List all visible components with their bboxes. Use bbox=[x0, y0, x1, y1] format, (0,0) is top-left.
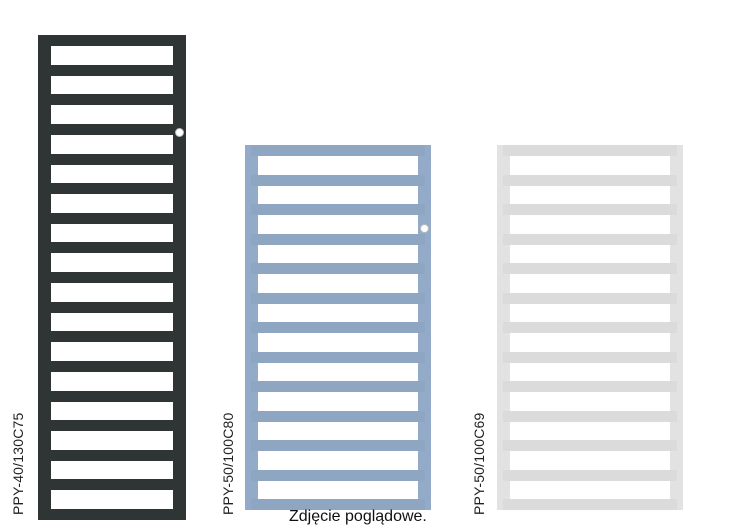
valve-icon bbox=[420, 224, 429, 233]
radiator-anthracite bbox=[38, 35, 186, 520]
radiator-bar bbox=[503, 410, 677, 422]
radiator-bar bbox=[44, 420, 180, 432]
radiator-bar bbox=[251, 499, 425, 510]
radiator-white bbox=[497, 145, 683, 510]
radiator-blue bbox=[245, 145, 431, 510]
radiator-bar bbox=[44, 94, 180, 106]
radiator-bar bbox=[251, 174, 425, 186]
model-label-2: PPY-50/100C80 bbox=[220, 412, 236, 516]
radiator-bar bbox=[503, 145, 677, 156]
radiator-bar bbox=[503, 351, 677, 363]
radiator-bar bbox=[251, 410, 425, 422]
radiator-bar bbox=[503, 322, 677, 333]
radiator-bar bbox=[251, 469, 425, 481]
radiator-bar bbox=[251, 351, 425, 363]
radiator-bar bbox=[251, 204, 425, 215]
radiator-bar bbox=[44, 301, 180, 313]
radiator-bar bbox=[251, 292, 425, 304]
radiator-bar bbox=[251, 440, 425, 451]
radiator-bar bbox=[44, 449, 180, 461]
radiator-bar bbox=[503, 381, 677, 392]
radiator-bar bbox=[44, 35, 180, 46]
radiator-bar bbox=[44, 509, 180, 520]
radiator-bar bbox=[251, 145, 425, 156]
radiator-bar bbox=[503, 469, 677, 481]
caption: Zdjęcie poglądowe. bbox=[289, 508, 427, 525]
radiator-bar bbox=[44, 272, 180, 283]
radiator-bar bbox=[251, 381, 425, 392]
radiator-bar bbox=[503, 292, 677, 304]
radiator-bar bbox=[503, 204, 677, 215]
radiator-bar bbox=[251, 233, 425, 245]
radiator-bar bbox=[44, 479, 180, 491]
radiator-bar bbox=[503, 174, 677, 186]
radiator-bar bbox=[44, 242, 180, 254]
radiator-bar bbox=[44, 183, 180, 195]
radiator-bar bbox=[44, 153, 180, 165]
radiator-bar bbox=[44, 331, 180, 343]
radiator-bar bbox=[503, 499, 677, 510]
radiator-bar bbox=[251, 322, 425, 333]
radiator-bar bbox=[44, 360, 180, 372]
radiator-bar bbox=[503, 440, 677, 451]
model-label-1: PPY-40/130C75 bbox=[10, 412, 26, 516]
radiator-bar bbox=[44, 390, 180, 402]
valve-icon bbox=[175, 128, 184, 137]
radiator-bar bbox=[503, 233, 677, 245]
radiator-bar bbox=[44, 123, 180, 135]
model-label-3: PPY-50/100C69 bbox=[471, 412, 487, 516]
radiator-bar bbox=[503, 263, 677, 274]
radiator-bar bbox=[251, 263, 425, 274]
radiator-bar bbox=[44, 212, 180, 224]
radiator-bar bbox=[44, 64, 180, 76]
